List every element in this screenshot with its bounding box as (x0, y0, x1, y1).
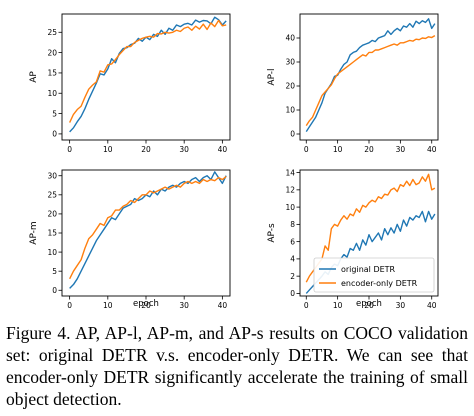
y-tick-label: 20 (47, 48, 57, 57)
x-tick-label: 10 (333, 301, 343, 310)
x-tick-label: 10 (103, 145, 113, 154)
x-tick-label: 40 (427, 145, 437, 154)
y-tick-label: 6 (290, 237, 295, 246)
y-axis-label: AP-l (267, 68, 277, 85)
series-line-encoder-only-detr (305, 35, 436, 126)
chart-panel-3: 0 10 20 30 40 0 5 10 15 20 25 30 AP-m epoch (29, 169, 231, 310)
y-tick-label: 10 (47, 89, 57, 98)
x-tick-label: 0 (67, 301, 72, 310)
y-tick-label: 5 (52, 267, 57, 276)
y-tick-label: 15 (47, 229, 57, 238)
x-tick-label: 40 (218, 301, 228, 310)
y-tick-label: 15 (47, 69, 57, 78)
y-tick-label: 2 (290, 272, 295, 281)
series-line-encoder-only-detr (69, 19, 227, 123)
x-tick-label: 20 (364, 301, 374, 310)
y-axis-label: AP (29, 71, 39, 83)
x-tick-label: 0 (304, 301, 309, 310)
y-tick-label: 40 (285, 34, 295, 43)
x-axis-label: epoch (133, 299, 159, 309)
x-tick-label: 10 (333, 145, 343, 154)
series-line-original-detr (305, 18, 436, 132)
y-tick-label: 0 (52, 286, 57, 295)
series-line-encoder-only-detr (305, 173, 436, 283)
chart-panel-2: 0 10 20 30 40 0 10 20 30 40 AP-l (267, 13, 439, 154)
x-tick-label: 40 (427, 301, 437, 310)
legend-box (313, 257, 435, 293)
chart-panel-1: 0 10 20 30 40 0 5 10 15 20 25 AP (29, 13, 231, 154)
x-tick-label: 20 (364, 145, 374, 154)
y-tick-label: 10 (47, 248, 57, 257)
x-axis-label: epoch (356, 299, 382, 309)
plot-frame (61, 169, 231, 297)
x-tick-label: 40 (218, 145, 228, 154)
y-tick-label: 10 (285, 203, 295, 212)
x-tick-label: 0 (67, 145, 72, 154)
y-tick-label: 30 (285, 58, 295, 67)
series-line-encoder-only-detr (69, 175, 227, 280)
series-line-original-detr (69, 171, 227, 289)
y-tick-label: 14 (285, 168, 295, 177)
y-tick-label: 8 (290, 220, 295, 229)
chart-panel-4: 0 10 20 30 40 0 2 4 6 8 10 12 14 AP-s epoch original DE… (267, 168, 439, 310)
y-tick-label: 0 (290, 130, 295, 139)
y-axis-label: AP-s (267, 223, 277, 243)
x-tick-label: 30 (396, 145, 406, 154)
legend-label: original DETR (341, 265, 396, 274)
y-tick-label: 30 (47, 171, 57, 180)
plot-frame (61, 13, 231, 141)
series-line-original-detr (69, 16, 227, 133)
x-tick-label: 20 (141, 145, 151, 154)
y-axis-label: AP-m (29, 221, 39, 244)
y-tick-label: 0 (290, 289, 295, 298)
legend-label: encoder-only DETR (341, 279, 418, 288)
y-tick-label: 4 (290, 255, 295, 264)
x-tick-label: 30 (396, 301, 406, 310)
y-tick-label: 20 (285, 82, 295, 91)
y-tick-label: 25 (47, 28, 57, 37)
x-tick-label: 20 (141, 301, 151, 310)
y-tick-label: 20 (47, 210, 57, 219)
x-tick-label: 30 (179, 145, 189, 154)
x-tick-label: 30 (179, 301, 189, 310)
x-tick-label: 10 (103, 301, 113, 310)
y-tick-label: 10 (285, 106, 295, 115)
legend: original DETR encoder-only DETR (313, 257, 435, 293)
y-tick-label: 5 (52, 109, 57, 118)
y-tick-label: 25 (47, 191, 57, 200)
plot-frame (299, 13, 439, 141)
figure-caption: Figure 4. AP, AP-l, AP-m, and AP-s resul… (6, 323, 468, 409)
y-tick-label: 12 (285, 186, 295, 195)
y-tick-label: 0 (52, 130, 57, 139)
x-tick-label: 0 (304, 145, 309, 154)
